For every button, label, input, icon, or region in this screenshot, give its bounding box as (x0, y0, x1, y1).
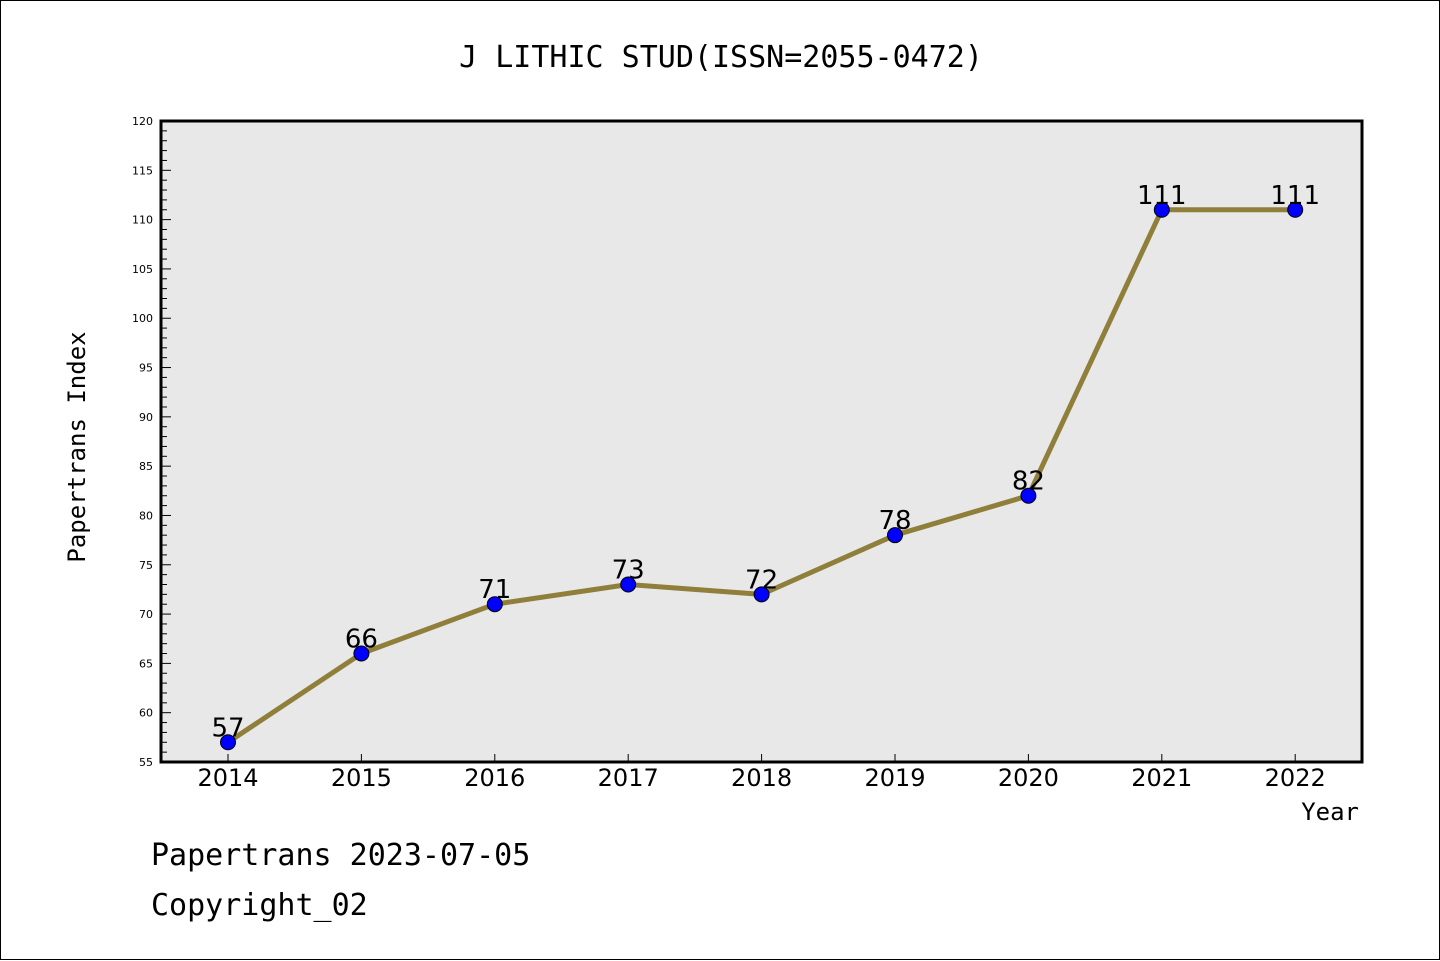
data-label: 71 (478, 575, 511, 605)
data-label: 72 (745, 565, 778, 595)
data-point (887, 527, 903, 544)
x-tick-label: 2019 (864, 764, 925, 792)
y-tick-label: 90 (139, 411, 153, 424)
data-point (353, 645, 370, 662)
data-label: 111 (1270, 181, 1320, 211)
x-tick-label: 2021 (1131, 764, 1192, 792)
data-label: 73 (612, 555, 645, 585)
data-label: 78 (878, 506, 911, 536)
y-tick-label: 85 (139, 460, 153, 473)
y-tick-label: 80 (139, 509, 153, 522)
series-layer: 57 66 71 73 72 78 82 111 111 (211, 181, 1320, 751)
y-tick-label: 70 (139, 608, 153, 621)
data-label: 66 (345, 625, 378, 655)
data-point (620, 576, 637, 593)
x-tick-label: 2016 (464, 764, 525, 792)
chart-title: J LITHIC STUD(ISSN=2055-0472) (459, 40, 983, 75)
data-point (220, 734, 236, 751)
data-point (753, 586, 770, 603)
footer-date: Papertrans 2023-07-05 (151, 838, 530, 873)
data-point (1020, 487, 1037, 504)
plot-border (159, 119, 1364, 764)
data-label: 82 (1012, 467, 1045, 497)
x-axis: 2014 2015 2016 2017 2018 2019 2020 2021 2022 (197, 754, 1326, 792)
y-tick-label: 100 (132, 312, 153, 325)
x-axis-label: Year (1301, 798, 1359, 826)
y-tick-label: 75 (139, 559, 153, 572)
x-tick-label: 2022 (1265, 764, 1326, 792)
y-tick-label: 95 (139, 362, 153, 375)
y-tick-label: 110 (132, 214, 153, 227)
footer-copyright: Copyright_02 (151, 888, 368, 923)
y-tick-label: 65 (139, 657, 153, 670)
y-tick-label: 115 (132, 164, 153, 177)
y-axis: 55 60 65 70 75 80 85 90 95 100 105 110 115 120 (132, 115, 171, 769)
y-tick-label: 60 (139, 707, 153, 720)
x-tick-label: 2018 (731, 764, 792, 792)
x-tick-label: 2020 (998, 764, 1059, 792)
x-tick-label: 2015 (331, 764, 392, 792)
x-tick-label: 2014 (197, 764, 258, 792)
data-point (1287, 201, 1304, 218)
y-tick-label: 105 (132, 263, 153, 276)
data-point (486, 596, 503, 613)
x-tick-label: 2017 (598, 764, 659, 792)
data-point (1153, 201, 1170, 218)
y-tick-label: 120 (132, 115, 153, 128)
y-tick-label: 55 (139, 756, 153, 769)
data-label: 111 (1137, 181, 1187, 211)
data-label: 57 (211, 713, 244, 743)
y-axis-label: Papertrans Index (63, 331, 91, 562)
